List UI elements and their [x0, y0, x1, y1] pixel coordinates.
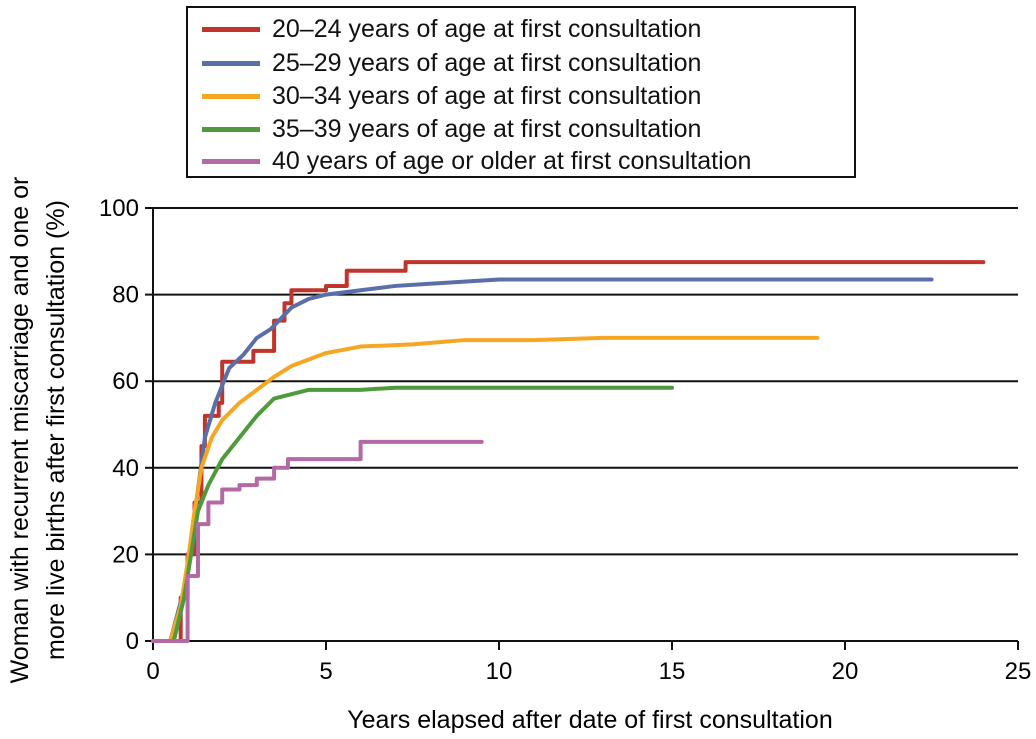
y-axis-title-line-1: Woman with recurrent miscarriage and one… — [6, 177, 34, 684]
series-line-1 — [151, 260, 986, 643]
legend-label: 25–29 years of age at first consultation — [272, 48, 702, 77]
tick-labels: 0 20 40 60 80 100 0 5 10 15 20 25 — [99, 195, 1031, 685]
legend-item: 25–29 years of age at first consultation — [202, 46, 701, 80]
legend-swatch — [202, 93, 260, 99]
series-lines — [151, 260, 986, 643]
series-line-4 — [151, 385, 674, 643]
legend-item: 20–24 years of age at first consultation — [202, 12, 701, 46]
x-tick-label: 15 — [659, 658, 686, 685]
x-tick-label: 10 — [486, 658, 513, 685]
legend-swatch — [202, 60, 260, 66]
legend-swatch — [202, 126, 260, 132]
x-tick-label: 0 — [146, 658, 159, 685]
y-tick-label: 40 — [112, 455, 139, 482]
axes — [145, 207, 1019, 650]
legend-label: 20–24 years of age at first consultation — [272, 14, 702, 43]
legend-label: 30–34 years of age at first consultation — [272, 81, 702, 110]
legend-item: 40 years of age or older at first consul… — [202, 144, 751, 178]
grid-lines — [153, 207, 1018, 642]
legend: 20–24 years of age at first consultation… — [186, 6, 856, 178]
series-line-3 — [151, 335, 820, 643]
x-axis-title: Years elapsed after date of first consul… — [347, 706, 833, 734]
legend-label: 35–39 years of age at first consultation — [272, 114, 702, 143]
x-tick-label: 5 — [319, 658, 332, 685]
y-axis-title: Woman with recurrent miscarriage and one… — [6, 177, 70, 684]
series-line-5 — [151, 439, 484, 643]
y-tick-label: 100 — [99, 195, 139, 222]
legend-label: 40 years of age or older at first consul… — [272, 146, 752, 175]
series-line-2 — [151, 277, 934, 643]
y-tick-label: 80 — [112, 282, 139, 309]
legend-swatch — [202, 158, 260, 164]
legend-item: 35–39 years of age at first consultation — [202, 112, 701, 146]
x-tick-label: 25 — [1005, 658, 1032, 685]
legend-swatch — [202, 26, 260, 32]
y-tick-label: 60 — [112, 368, 139, 395]
y-tick-label: 20 — [112, 541, 139, 568]
y-tick-label: 0 — [126, 628, 139, 655]
y-axis-title-line-2: more live births after first consultatio… — [42, 200, 70, 660]
legend-item: 30–34 years of age at first consultation — [202, 79, 701, 113]
x-tick-label: 20 — [832, 658, 859, 685]
